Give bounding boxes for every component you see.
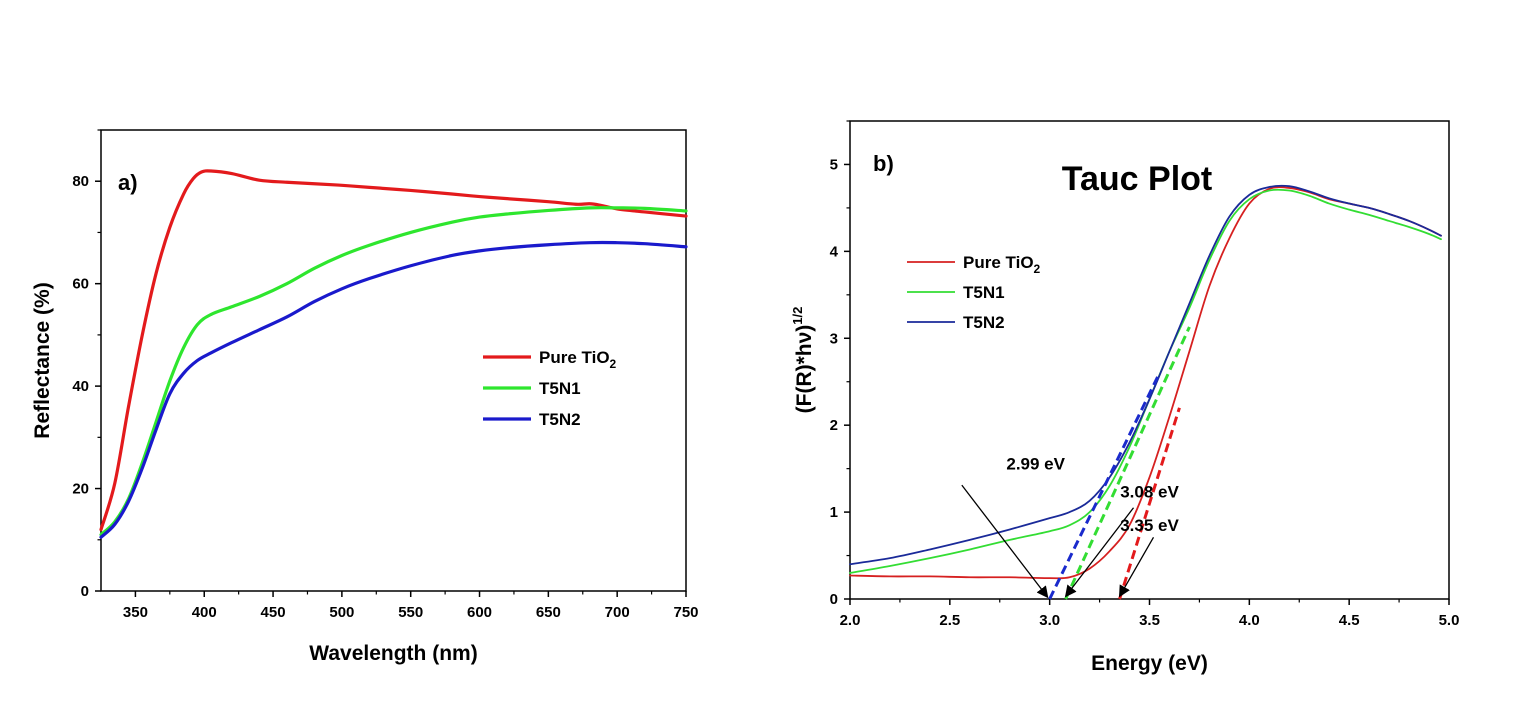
plot-frame-a bbox=[100, 129, 687, 592]
legend-label: Pure TiO2 bbox=[963, 253, 1041, 276]
series-line-t5n2 bbox=[99, 240, 688, 539]
band-gap-annotation-label: 3.08 eV bbox=[1120, 482, 1179, 501]
legend-label: T5N2 bbox=[539, 410, 581, 429]
band-gap-annotation-label: 3.35 eV bbox=[1120, 516, 1179, 535]
legend-label: T5N1 bbox=[963, 283, 1005, 302]
y-tick-label: 80 bbox=[72, 173, 89, 190]
legend-label-main: T5N1 bbox=[963, 283, 1005, 302]
y-tick-label: 20 bbox=[72, 481, 89, 498]
y-axis-title-a: Reflectance (%) bbox=[31, 282, 54, 438]
y-tick-label: 40 bbox=[72, 378, 89, 395]
legend-label: Pure TiO2 bbox=[539, 348, 617, 371]
band-gap-annotation-label: 2.99 eV bbox=[1006, 455, 1065, 474]
annotation-arrow bbox=[1118, 536, 1155, 598]
x-axis-title-b: Energy (eV) bbox=[1091, 652, 1208, 675]
legend-label-main: T5N2 bbox=[963, 313, 1005, 332]
x-tick-label: 750 bbox=[673, 604, 698, 621]
legend-a: Pure TiO2 T5N1 T5N2 bbox=[483, 348, 617, 429]
x-tick-label: 3.5 bbox=[1139, 612, 1160, 629]
chart-title-b: Tauc Plot bbox=[1062, 160, 1213, 198]
axes-b: 2.0 2.5 3.0 3.5 4.0 4.5 5.0 0 1 2 3 4 5 bbox=[830, 120, 1460, 629]
x-tick-label: 2.5 bbox=[939, 612, 960, 629]
legend-label: T5N2 bbox=[963, 313, 1005, 332]
x-tick-label: 550 bbox=[398, 604, 423, 621]
legend-label-main: Pure TiO bbox=[963, 253, 1034, 272]
legend-b: Pure TiO2 T5N1 T5N2 bbox=[907, 253, 1041, 332]
y-tick-label: 4 bbox=[830, 243, 839, 260]
y-tick-label: 0 bbox=[81, 583, 89, 600]
y-tick-label: 5 bbox=[830, 156, 838, 173]
panel-label-b: b) bbox=[873, 151, 894, 176]
x-tick-label: 5.0 bbox=[1439, 612, 1460, 629]
legend-label-subscript: 2 bbox=[1034, 262, 1041, 276]
x-tick-label: 700 bbox=[605, 604, 630, 621]
legend-label-main: T5N2 bbox=[539, 410, 581, 429]
x-tick-label: 600 bbox=[467, 604, 492, 621]
tangent-line bbox=[1064, 326, 1191, 600]
x-tick-label: 3.0 bbox=[1039, 612, 1060, 629]
y-tick-label: 3 bbox=[830, 330, 838, 347]
legend-label-main: Pure TiO bbox=[539, 348, 610, 367]
x-tick-label: 4.0 bbox=[1239, 612, 1260, 629]
chart-b: 2.0 2.5 3.0 3.5 4.0 4.5 5.0 0 1 2 3 4 5 b) Tauc Plot… bbox=[790, 120, 1460, 675]
legend-label: T5N1 bbox=[539, 379, 581, 398]
x-tick-label: 2.0 bbox=[840, 612, 861, 629]
x-tick-label: 350 bbox=[123, 604, 148, 621]
y-tick-label: 2 bbox=[830, 417, 838, 434]
annotation-arrow bbox=[961, 484, 1049, 599]
y-tick-label: 1 bbox=[830, 504, 838, 521]
series-line-pure-tio bbox=[99, 169, 688, 532]
series-line-t5n1 bbox=[849, 188, 1442, 574]
x-tick-label: 400 bbox=[192, 604, 217, 621]
x-tick-label: 450 bbox=[261, 604, 286, 621]
y-tick-label: 60 bbox=[72, 276, 89, 293]
x-tick-label: 4.5 bbox=[1339, 612, 1360, 629]
axes-a: 350 400 450 500 550 600 650 700 750 0 20 40 60 80 bbox=[72, 129, 699, 621]
y-axis-title-b-main: (F(R)*hν) bbox=[793, 325, 816, 414]
series-group-a bbox=[99, 169, 688, 539]
x-tick-label: 650 bbox=[536, 604, 561, 621]
series-line-t5n1 bbox=[99, 206, 688, 537]
x-tick-label: 500 bbox=[329, 604, 354, 621]
panel-label-a: a) bbox=[118, 170, 138, 195]
y-axis-title-b: (F(R)*hν)1/2 bbox=[790, 307, 816, 414]
legend-label-main: T5N1 bbox=[539, 379, 581, 398]
series-line-t5n2 bbox=[849, 184, 1442, 566]
legend-label-subscript: 2 bbox=[610, 357, 617, 371]
x-axis-title-a: Wavelength (nm) bbox=[309, 642, 477, 665]
annotation-arrow bbox=[1064, 507, 1135, 598]
y-axis-title-b-sup: 1/2 bbox=[790, 307, 805, 325]
tangent-line bbox=[1118, 407, 1181, 600]
y-tick-label: 0 bbox=[830, 591, 838, 608]
annotations-b: 2.99 eV 3.08 eV 3.35 eV bbox=[961, 455, 1179, 599]
tangent-lines-group bbox=[1048, 326, 1191, 600]
series-group-b bbox=[849, 184, 1442, 580]
